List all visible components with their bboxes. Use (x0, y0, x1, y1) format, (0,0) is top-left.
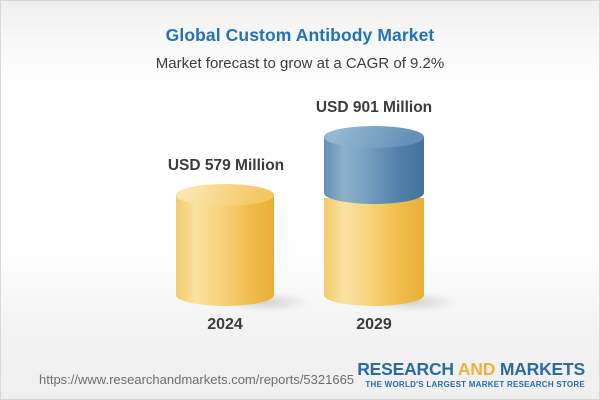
page-title: Global Custom Antibody Market (165, 25, 435, 45)
bar-2024 (176, 184, 314, 312)
bar-2024-base-segment (176, 195, 274, 306)
bar-2029-base-segment (324, 198, 424, 306)
axis-label-2029: 2029 (356, 316, 392, 333)
page-subtitle: Market forecast to grow at a CAGR of 9.2… (155, 55, 445, 72)
report-url: https://www.researchandmarkets.com/repor… (39, 372, 355, 387)
logo-word-markets: MARKETS (499, 359, 585, 379)
research-and-markets-logo: RESEARCH AND MARKETS THE WORLD'S LARGEST… (357, 360, 585, 390)
bar-2029 (324, 126, 462, 312)
logo-word-research: RESEARCH (357, 359, 454, 379)
bar-2024-top-cap (176, 184, 274, 206)
logo-word-and: AND (457, 359, 496, 379)
value-label-2029: USD 901 Million (315, 99, 433, 116)
bar-2029-growth-segment (324, 137, 424, 204)
axis-label-2024: 2024 (207, 316, 243, 333)
bar-2029-top-cap (324, 126, 424, 148)
logo-wordmark: RESEARCH AND MARKETS (357, 360, 585, 378)
logo-tagline: THE WORLD'S LARGEST MARKET RESEARCH STOR… (365, 380, 585, 390)
value-label-2024: USD 579 Million (167, 157, 285, 174)
